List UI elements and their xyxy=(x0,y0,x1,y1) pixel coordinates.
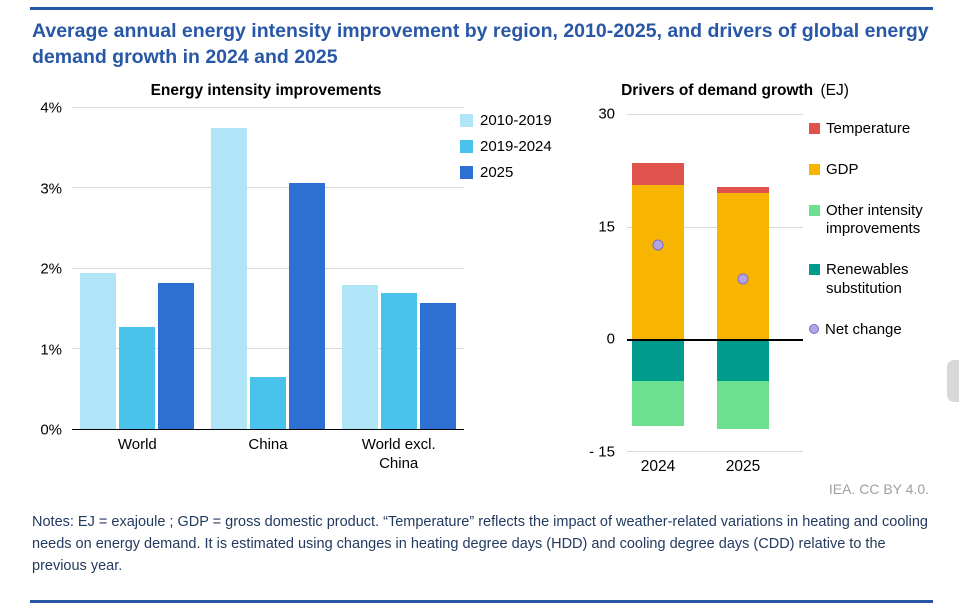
legend-item-renewables-substitution: Renewables substitution xyxy=(809,261,959,299)
bar-2019-2024-world-excl-china xyxy=(380,292,417,429)
segment-renewables-substitution-2024 xyxy=(632,339,684,381)
top-rule xyxy=(30,7,933,10)
attribution: IEA. CC BY 4.0. xyxy=(828,481,929,497)
legend-label: Other intensity improvements xyxy=(826,201,923,238)
drivers-chart-title-row: Drivers of demand growth (EJ) xyxy=(585,82,885,100)
legend-item-2010-2019: 2010-2019 xyxy=(460,112,552,129)
legend-label: Temperature xyxy=(826,120,911,137)
gridline-1 xyxy=(72,347,464,349)
y-tick-label: 0% xyxy=(40,421,62,439)
legend-swatch-gdp xyxy=(809,163,820,175)
energy-intensity-legend: 2010-2019 2019-2024 2025 xyxy=(460,112,552,181)
energy-intensity-xaxis: World China World excl. China xyxy=(72,436,464,474)
legend-item-temperature: Temperature xyxy=(809,120,959,139)
bar-2010-2019-world xyxy=(80,272,117,429)
legend-swatch-renewables-substitution xyxy=(809,264,820,275)
legend-item-2019-2024: 2019-2024 xyxy=(460,138,552,155)
stacked-bar-2025 xyxy=(717,114,769,452)
bar-2010-2019-china xyxy=(211,128,247,429)
energy-intensity-chart: Energy intensity improvements 0% 1% 2% 3% 4%… xyxy=(36,80,566,480)
energy-intensity-chart-title: Energy intensity improvements xyxy=(150,82,382,99)
gridline-2 xyxy=(72,267,464,269)
drivers-chart-title-unit: (EJ) xyxy=(820,82,849,99)
legend-item-net-change: Net change xyxy=(809,321,959,340)
legend-label: 2025 xyxy=(480,164,514,181)
page-title: Average annual energy intensity improvem… xyxy=(32,20,929,68)
net-change-marker-2025 xyxy=(737,273,749,285)
bar-columns xyxy=(627,114,769,452)
segment-temperature-2024 xyxy=(632,162,684,186)
drivers-chart: Drivers of demand growth (EJ) 30 15 0- 15 … xyxy=(585,80,959,488)
legend-label: Net change xyxy=(825,320,902,338)
legend-swatch-2019-2024 xyxy=(460,140,473,153)
legend-item-other-intensity-improvements: Other intensity improvements xyxy=(809,202,959,240)
bar-group-world xyxy=(72,108,203,429)
energy-intensity-plot xyxy=(72,107,464,430)
segment-renewables-substitution-2025 xyxy=(717,339,769,381)
x-tick-text: World xyxy=(117,436,157,453)
x-tick-label: China xyxy=(203,436,334,474)
bar-2019-2024-world xyxy=(119,327,156,429)
bar-groups xyxy=(72,108,464,429)
y-tick-label: 15 xyxy=(598,218,615,236)
x-tick-label: World excl. China xyxy=(333,436,464,474)
gridline-15 xyxy=(627,226,803,228)
gridline-4 xyxy=(72,107,464,108)
y-tick-label: 3% xyxy=(40,180,62,197)
segment-gdp-2024 xyxy=(632,185,684,340)
segment-other-intensity-improvements-2024 xyxy=(632,380,684,426)
segment-temperature-2025 xyxy=(717,186,769,193)
legend-label: Renewables substitution xyxy=(826,261,909,297)
bar-2025-world-excl-china xyxy=(419,303,456,429)
segment-other-intensity-improvements-2025 xyxy=(717,380,769,430)
drivers-yaxis: 30 15 0 - 15 xyxy=(585,106,619,461)
legend-swatch-other-intensity-improvements xyxy=(809,204,820,216)
zero-axis xyxy=(627,339,803,342)
x-tick-label: 2025 xyxy=(725,458,761,475)
legend-swatch-2025 xyxy=(460,166,473,179)
bar-2010-2019-world-excl-china xyxy=(341,284,378,429)
bar-group-world-excl-china xyxy=(333,108,464,429)
legend-swatch-net-change xyxy=(809,323,819,334)
y-tick-label: - 15 xyxy=(589,443,615,461)
gridline-3 xyxy=(72,187,464,189)
gridline-30 xyxy=(627,114,803,115)
bar-group-china xyxy=(203,108,334,429)
drivers-legend: Temperature GDP Other intensity improvemen… xyxy=(809,120,959,339)
y-tick-label: 4% xyxy=(40,99,62,117)
y-tick-label: 1% xyxy=(40,341,62,358)
energy-intensity-yaxis: 0% 1% 2% 3% 4% xyxy=(36,100,66,439)
legend-label: 2010-2019 xyxy=(480,112,552,129)
x-tick-text: China xyxy=(248,436,288,453)
notes: Notes: EJ = exajoule ; GDP = gross domes… xyxy=(32,514,928,574)
drivers-chart-title: Drivers of demand growth xyxy=(621,82,814,99)
segment-gdp-2025 xyxy=(717,192,769,340)
bar-2025-world xyxy=(158,282,195,429)
net-change-marker-2024 xyxy=(652,239,664,251)
legend-item-gdp: GDP xyxy=(809,161,959,180)
x-tick-text: World excl. China xyxy=(361,436,436,472)
y-tick-label: 30 xyxy=(598,105,615,123)
x-tick-label: 2024 xyxy=(640,458,676,475)
x-tick-label: World xyxy=(72,436,203,474)
legend-item-2025: 2025 xyxy=(460,164,552,181)
drivers-xaxis: 2024 2025 xyxy=(627,458,803,476)
y-tick-label: 2% xyxy=(40,260,62,278)
legend-swatch-2010-2019 xyxy=(460,114,473,127)
bar-2025-china xyxy=(289,182,325,429)
drivers-plot xyxy=(627,114,803,452)
scrollbar-thumb[interactable] xyxy=(947,360,959,402)
legend-label: GDP xyxy=(826,160,859,178)
legend-label: 2019-2024 xyxy=(480,138,552,155)
stacked-bar-2024 xyxy=(632,114,684,452)
legend-swatch-temperature xyxy=(809,123,820,134)
y-tick-label: 0 xyxy=(606,330,615,348)
gridline-15 xyxy=(627,451,803,452)
bar-2019-2024-china xyxy=(250,376,286,429)
bottom-rule xyxy=(30,600,933,603)
